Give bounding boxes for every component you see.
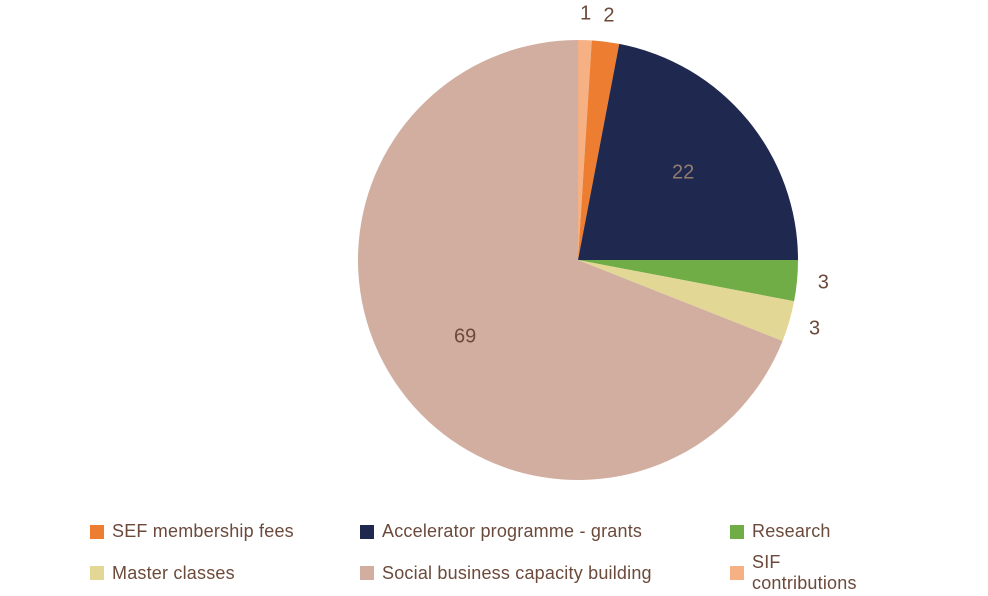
- legend-item: Research: [730, 521, 890, 542]
- legend-item: Accelerator programme - grants: [360, 521, 730, 542]
- legend-swatch: [730, 566, 744, 580]
- legend-swatch: [360, 566, 374, 580]
- legend-label: Research: [752, 521, 831, 542]
- legend-item: Social business capacity building: [360, 552, 730, 594]
- legend-label: Accelerator programme - grants: [382, 521, 642, 542]
- pie-chart: 12223369 SEF membership fees Accelerator …: [0, 0, 988, 596]
- legend-swatch: [90, 566, 104, 580]
- pie-svg: [0, 0, 988, 510]
- legend-label: SIF contributions: [752, 552, 890, 594]
- legend-label: SEF membership fees: [112, 521, 294, 542]
- legend-swatch: [360, 525, 374, 539]
- legend-item: Master classes: [90, 552, 360, 594]
- legend-label: Social business capacity building: [382, 563, 652, 584]
- legend-swatch: [730, 525, 744, 539]
- legend-label: Master classes: [112, 563, 235, 584]
- legend: SEF membership fees Accelerator programme…: [90, 521, 900, 594]
- legend-item: SIF contributions: [730, 552, 890, 594]
- pie-area: 12223369: [0, 0, 988, 510]
- legend-swatch: [90, 525, 104, 539]
- legend-item: SEF membership fees: [90, 521, 360, 542]
